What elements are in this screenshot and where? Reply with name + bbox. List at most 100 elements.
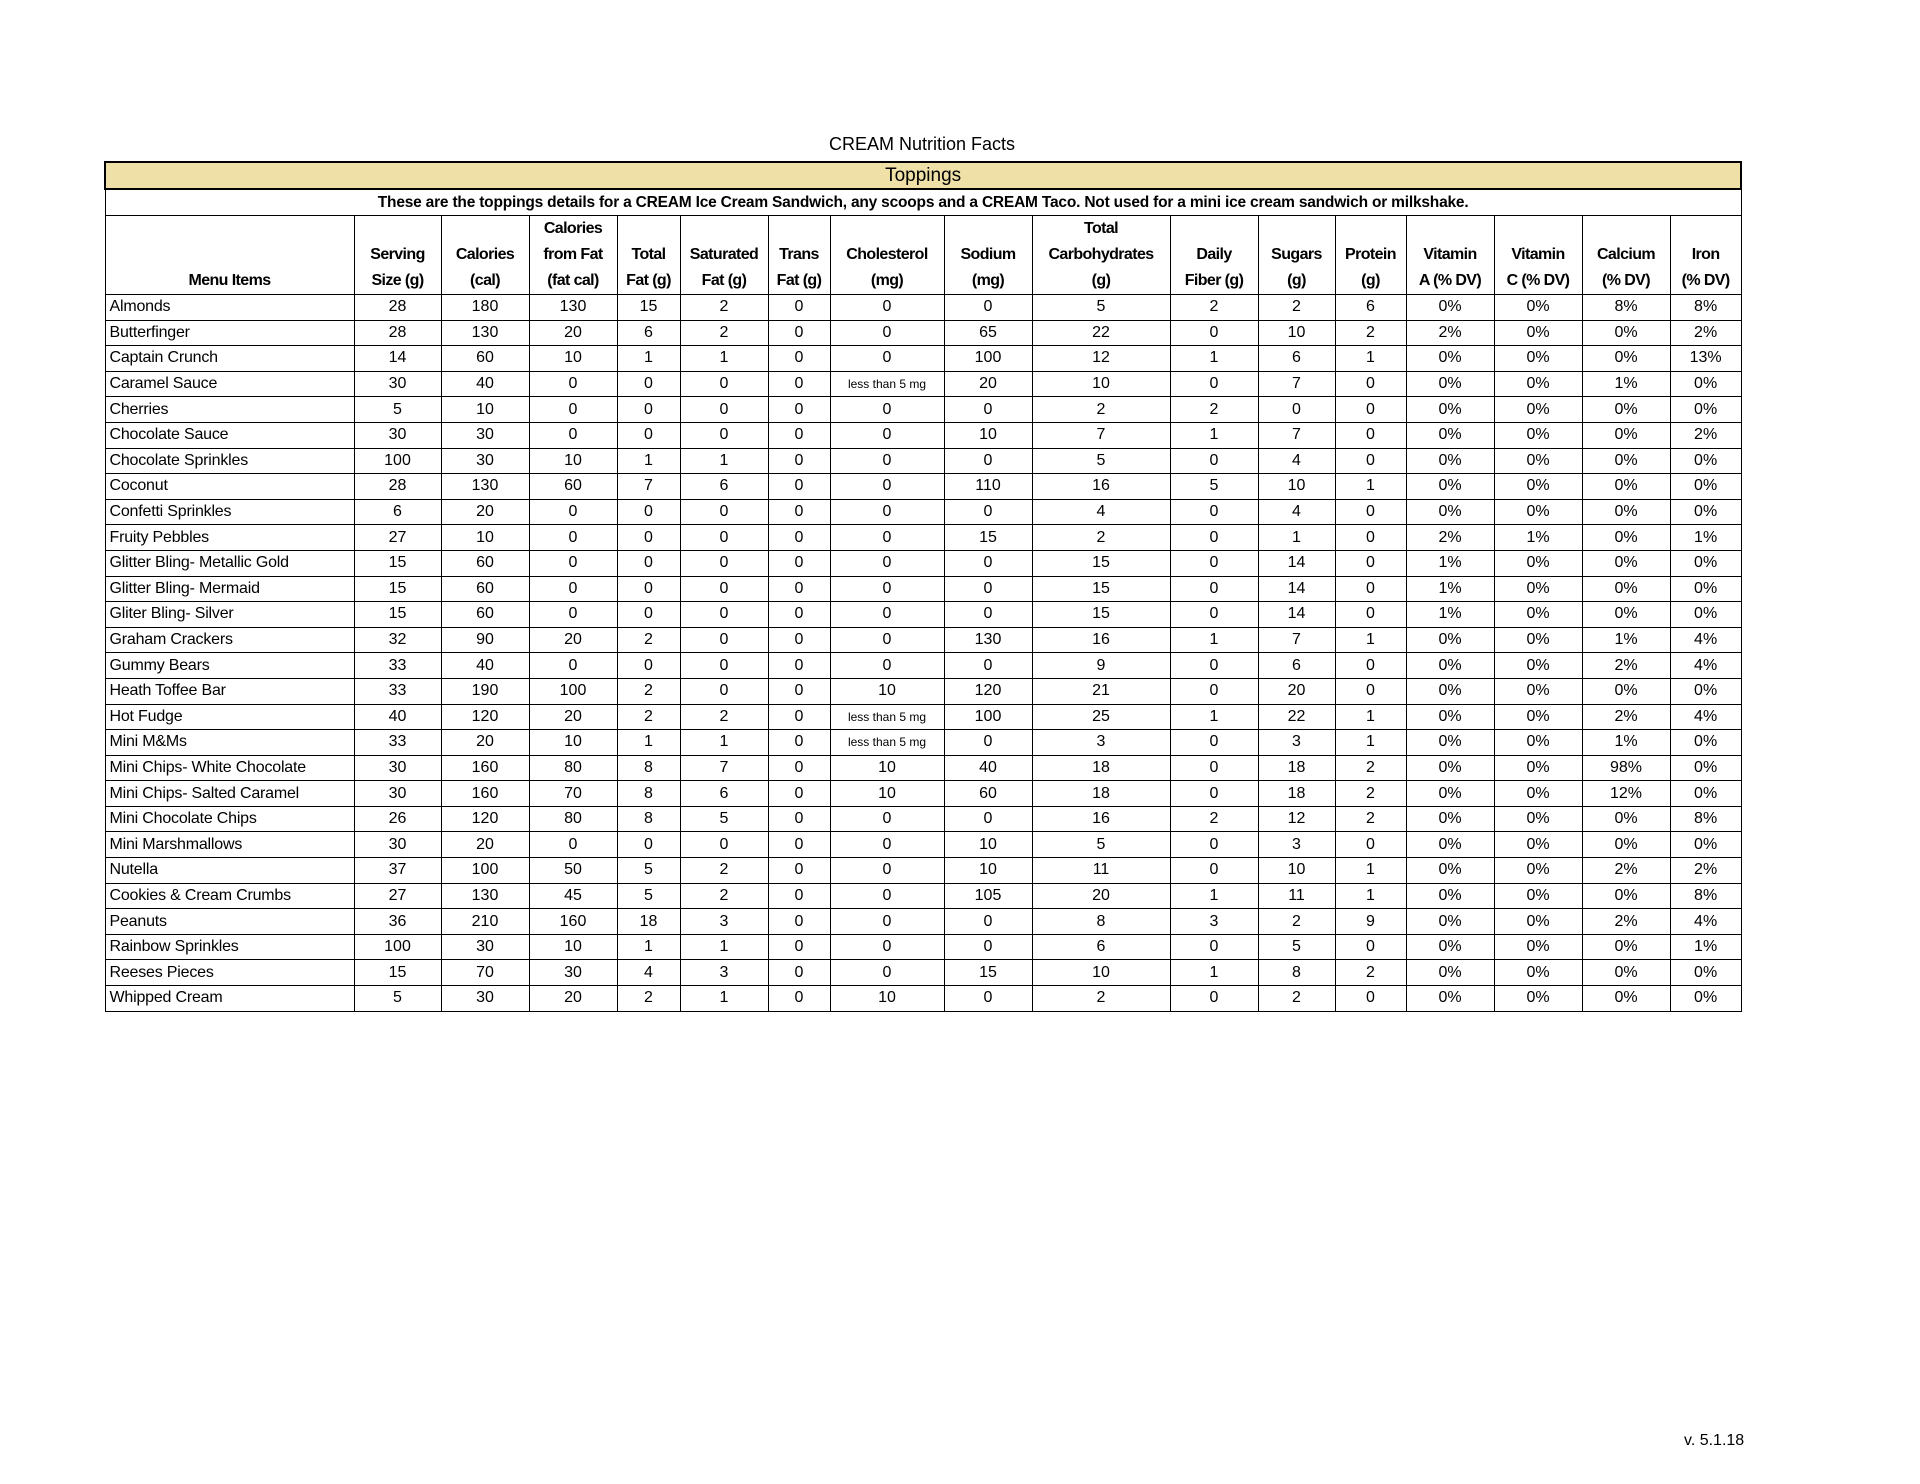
table-cell: 2	[1031, 524, 1171, 551]
table-cell: 4	[1257, 498, 1336, 526]
table-cell: 1	[1334, 703, 1407, 731]
table-cell: 36	[353, 908, 442, 935]
table-cell: 60	[440, 575, 530, 603]
table-cell: 130	[528, 294, 618, 321]
table-cell: 2	[616, 677, 681, 705]
table-cell: 0	[1169, 985, 1259, 1012]
table-cell: 2%	[1581, 703, 1671, 731]
table-cell: 0%	[1405, 421, 1495, 449]
table-cell: 28	[353, 473, 442, 500]
table-cell: 33	[353, 677, 442, 705]
table-cell: 10	[943, 421, 1033, 449]
table-row: Cookies & Cream Crumbs 27 130 45 5 2 0 0 105 20 1 1…	[104, 882, 1742, 910]
menu-item-name: Reeses Pieces	[104, 959, 355, 987]
section-description: These are the toppings details for a CRE…	[104, 188, 1742, 216]
table-cell: 0%	[1669, 729, 1742, 756]
table-cell: 0%	[1669, 473, 1742, 500]
table-cell: 0%	[1493, 421, 1583, 449]
table-cell: 1%	[1405, 549, 1495, 577]
column-header-line: Size (g)	[371, 272, 424, 289]
table-cell: 10	[1031, 370, 1171, 398]
table-cell: 0%	[1581, 421, 1671, 449]
table-cell: 0%	[1581, 677, 1671, 705]
column-header-line: C (% DV)	[1506, 272, 1570, 289]
table-cell: 2	[1169, 294, 1259, 321]
table-cell: 0	[829, 549, 945, 577]
table-cell: 10	[829, 780, 945, 807]
table-cell: 4%	[1669, 703, 1742, 731]
table-cell: 30	[353, 754, 442, 782]
table-cell: 20	[528, 703, 618, 731]
table-cell: 0	[829, 959, 945, 987]
table-cell: 0	[679, 498, 769, 526]
table-cell: 0	[1334, 396, 1407, 423]
table-cell: 0	[616, 575, 681, 603]
table-cell: 0%	[1581, 831, 1671, 859]
table-cell: 1	[679, 729, 769, 756]
table-cell: 3	[1031, 729, 1171, 756]
table-cell: 0	[679, 549, 769, 577]
table-cell: 130	[440, 473, 530, 500]
column-header-line: Daily	[1196, 246, 1232, 263]
table-cell: 0	[829, 421, 945, 449]
column-header-line: Calories	[455, 246, 515, 263]
table-cell: 0	[679, 421, 769, 449]
table-cell: 0	[528, 421, 618, 449]
column-header-line: Calories	[543, 220, 603, 237]
table-cell: 3	[679, 908, 769, 935]
table-cell: 0%	[1405, 498, 1495, 526]
table-cell: 1%	[1669, 933, 1742, 961]
table-cell: 0	[829, 601, 945, 628]
table-cell: 15	[353, 959, 442, 987]
table-cell: 22	[1031, 319, 1171, 347]
table-cell: 0%	[1493, 294, 1583, 321]
table-cell: 8%	[1669, 882, 1742, 910]
table-cell: 0%	[1493, 601, 1583, 628]
column-header-line: Fat (g)	[626, 272, 671, 289]
menu-item-name: Almonds	[104, 294, 355, 321]
table-cell: 7	[679, 754, 769, 782]
table-cell: 12%	[1581, 780, 1671, 807]
column-header: Calories from Fat (fat cal)	[528, 215, 618, 295]
column-header-line: Trans	[779, 246, 819, 263]
table-cell: 0%	[1405, 703, 1495, 731]
table-row: Reeses Pieces 15 70 30 4 3 0 0 15 10 1 8 2 0% 0% 0% 0%	[104, 959, 1742, 987]
table-cell: 0	[528, 396, 618, 423]
table-cell: 80	[528, 805, 618, 833]
column-header: Serving Size (g)	[353, 215, 442, 295]
table-cell: 0%	[1669, 985, 1742, 1012]
table-row: Butterfinger 28 130 20 6 2 0 0 65 22 0 10 2 2% 0% 0% 2%	[104, 319, 1742, 347]
table-cell: 0	[1257, 396, 1336, 423]
table-cell: 1	[1334, 345, 1407, 372]
table-cell: 0	[767, 396, 831, 423]
table-cell: 10	[1031, 959, 1171, 987]
table-cell: 0%	[1405, 959, 1495, 987]
table-cell: 0%	[1669, 498, 1742, 526]
table-cell: 0%	[1405, 729, 1495, 756]
table-row: Glitter Bling- Metallic Gold 15 60 0 0 0 0 0 0 15…	[104, 549, 1742, 577]
table-cell: 16	[1031, 473, 1171, 500]
table-cell: 0	[767, 575, 831, 603]
table-cell: 7	[1031, 421, 1171, 449]
table-cell: 0	[1334, 601, 1407, 628]
table-cell: 0	[528, 575, 618, 603]
table-cell: less than 5 mg	[829, 370, 945, 398]
table-cell: 160	[528, 908, 618, 935]
table-cell: 5	[1169, 473, 1259, 500]
menu-item-name: Gliter Bling- Silver	[104, 601, 355, 628]
table-cell: 0	[943, 498, 1033, 526]
table-cell: 1	[679, 447, 769, 475]
table-cell: 0	[943, 294, 1033, 321]
table-cell: 18	[616, 908, 681, 935]
table-cell: 30	[440, 447, 530, 475]
table-row: Gummy Bears 33 40 0 0 0 0 0 0 9 0 6 0 0% 0% 2% 4%	[104, 652, 1742, 679]
table-cell: 0	[1334, 524, 1407, 551]
table-cell: 0	[829, 933, 945, 961]
table-cell: 0	[528, 601, 618, 628]
table-cell: 0	[1169, 652, 1259, 679]
table-cell: 0	[943, 729, 1033, 756]
table-cell: 0	[679, 524, 769, 551]
table-cell: 12	[1257, 805, 1336, 833]
table-cell: 2	[1257, 908, 1336, 935]
table-cell: 3	[1257, 831, 1336, 859]
